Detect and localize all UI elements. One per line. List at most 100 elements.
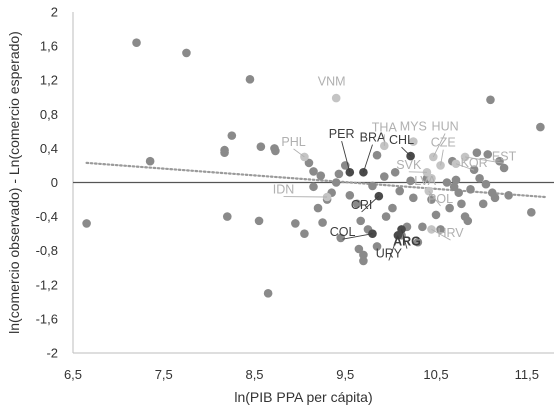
label-leader-line: [362, 144, 373, 173]
point-label: EST: [492, 149, 517, 163]
scatter-point: [504, 190, 513, 200]
point-label: URY: [376, 247, 403, 261]
point-label: MYS: [400, 119, 427, 133]
scatter-point: [379, 172, 389, 181]
scatter-point: [390, 167, 400, 177]
scatter-point: [436, 225, 445, 234]
scatter-point: [454, 188, 464, 198]
scatter-point: [334, 169, 344, 179]
scatter-point: [368, 181, 377, 191]
x-tick-label: 9,5: [336, 367, 354, 382]
point-label: ARG: [393, 235, 421, 249]
scatter-point: [82, 219, 91, 228]
scatter-point: [336, 233, 346, 243]
scatter-point: [475, 173, 484, 183]
scatter-point: [313, 203, 323, 213]
scatter-point: [478, 199, 488, 209]
scatter-point: [472, 148, 482, 157]
scatter-point: [449, 182, 459, 192]
x-tick-label: 8,5: [245, 367, 263, 382]
scatter-point: [256, 142, 266, 151]
scatter-point: [304, 158, 314, 168]
scatter-point: [418, 222, 427, 232]
y-axis-tick-labels: 2 1,6 1,2 0,8 0,4 0 -0,4 -0,8 -1,2 -1,6 -2: [36, 5, 58, 361]
x-tick-label: 6,5: [64, 367, 82, 382]
scatter-point: [481, 179, 491, 189]
point-label: LVA: [414, 174, 436, 188]
highlighted-point: [368, 229, 377, 238]
point-label: SVK: [396, 158, 422, 172]
y-tick-label: -2: [46, 346, 58, 361]
label-leader-line: [428, 190, 441, 207]
scatter-point: [145, 156, 155, 166]
point-label: PHL: [281, 135, 305, 149]
scatter-point: [466, 185, 475, 194]
point-label: IDN: [273, 183, 295, 197]
label-leader-line: [361, 195, 380, 213]
scatter-point: [318, 218, 327, 227]
scatter-point: [182, 48, 191, 58]
y-tick-label: 1,6: [40, 39, 58, 54]
highlighted-point: [300, 152, 309, 162]
scatter-point: [132, 38, 141, 47]
point-label: CZE: [431, 136, 456, 150]
point-label: VNM: [318, 74, 346, 88]
scatter-point: [409, 193, 418, 203]
scatter-point: [445, 203, 454, 213]
scatter-point: [309, 182, 318, 192]
scatter-point: [388, 203, 397, 213]
x-tick-label: 10,5: [423, 367, 448, 382]
scatter-point: [345, 190, 355, 200]
scatter-point: [431, 210, 441, 220]
y-tick-label: -1,2: [36, 277, 58, 292]
label-leader-line: [341, 141, 351, 173]
x-tick-label: 11,5: [515, 367, 539, 382]
scatter-point: [413, 237, 423, 247]
scatter-point: [331, 178, 341, 187]
scatter-point: [442, 178, 452, 187]
scatter-point: [300, 229, 309, 238]
y-tick-label: 2: [51, 5, 58, 20]
label-leader-line: [401, 146, 411, 157]
scatter-point: [356, 216, 365, 226]
scatter-point: [527, 208, 536, 217]
scatter-point: [263, 289, 273, 298]
scatter-point: [372, 242, 382, 251]
scatter-point: [457, 199, 466, 209]
highlighted-point: [393, 231, 403, 240]
y-axis-title: ln(comercio observado) - Ln(comercio esp…: [6, 31, 22, 334]
scatter-point: [352, 199, 362, 209]
y-tick-label: 0: [51, 175, 58, 190]
y-tick-label: 1,2: [40, 73, 58, 88]
label-leader-line: [455, 163, 475, 171]
y-tick-label: -0,4: [36, 209, 58, 224]
point-label: BRA: [360, 131, 386, 145]
scatter-point: [271, 146, 280, 156]
scatter-point: [316, 171, 326, 180]
label-leader-line: [432, 133, 446, 158]
highlighted-point: [422, 167, 432, 177]
scatter-point: [395, 186, 405, 196]
scatter-point: [359, 250, 368, 260]
point-label: POL: [428, 192, 453, 206]
x-tick-label: 7,5: [155, 367, 173, 382]
scatter-point: [490, 193, 500, 203]
scatter-point: [486, 95, 495, 105]
scatter-point: [222, 212, 232, 221]
point-label: CRI: [351, 198, 373, 212]
scatter-point: [381, 212, 391, 221]
scatter-point: [483, 150, 493, 159]
scatter-point: [227, 131, 237, 140]
scatter-point: [359, 256, 368, 266]
scatter-point: [291, 219, 300, 228]
scatter-point: [220, 148, 229, 157]
scatter-point: [372, 150, 382, 160]
scatter-point: [354, 244, 364, 254]
x-axis-tick-labels: 6,5 7,5 8,5 9,5 10,5 11,5: [64, 367, 539, 382]
point-label: THA: [372, 120, 398, 134]
x-axis-title: ln(PIB PPA per cápita): [234, 389, 372, 405]
scatter-point: [463, 216, 473, 226]
scatter-point: [536, 122, 545, 132]
